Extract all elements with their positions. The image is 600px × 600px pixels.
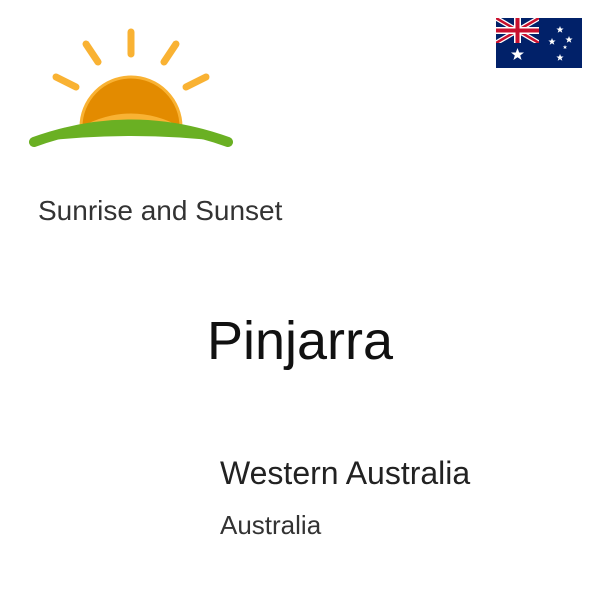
city-name: Pinjarra bbox=[0, 310, 600, 372]
subtitle-text: Sunrise and Sunset bbox=[38, 195, 282, 227]
australia-flag-icon bbox=[496, 18, 582, 68]
country-name: Australia bbox=[220, 510, 321, 541]
sunrise-logo-icon bbox=[26, 22, 236, 172]
region-name: Western Australia bbox=[220, 455, 470, 492]
